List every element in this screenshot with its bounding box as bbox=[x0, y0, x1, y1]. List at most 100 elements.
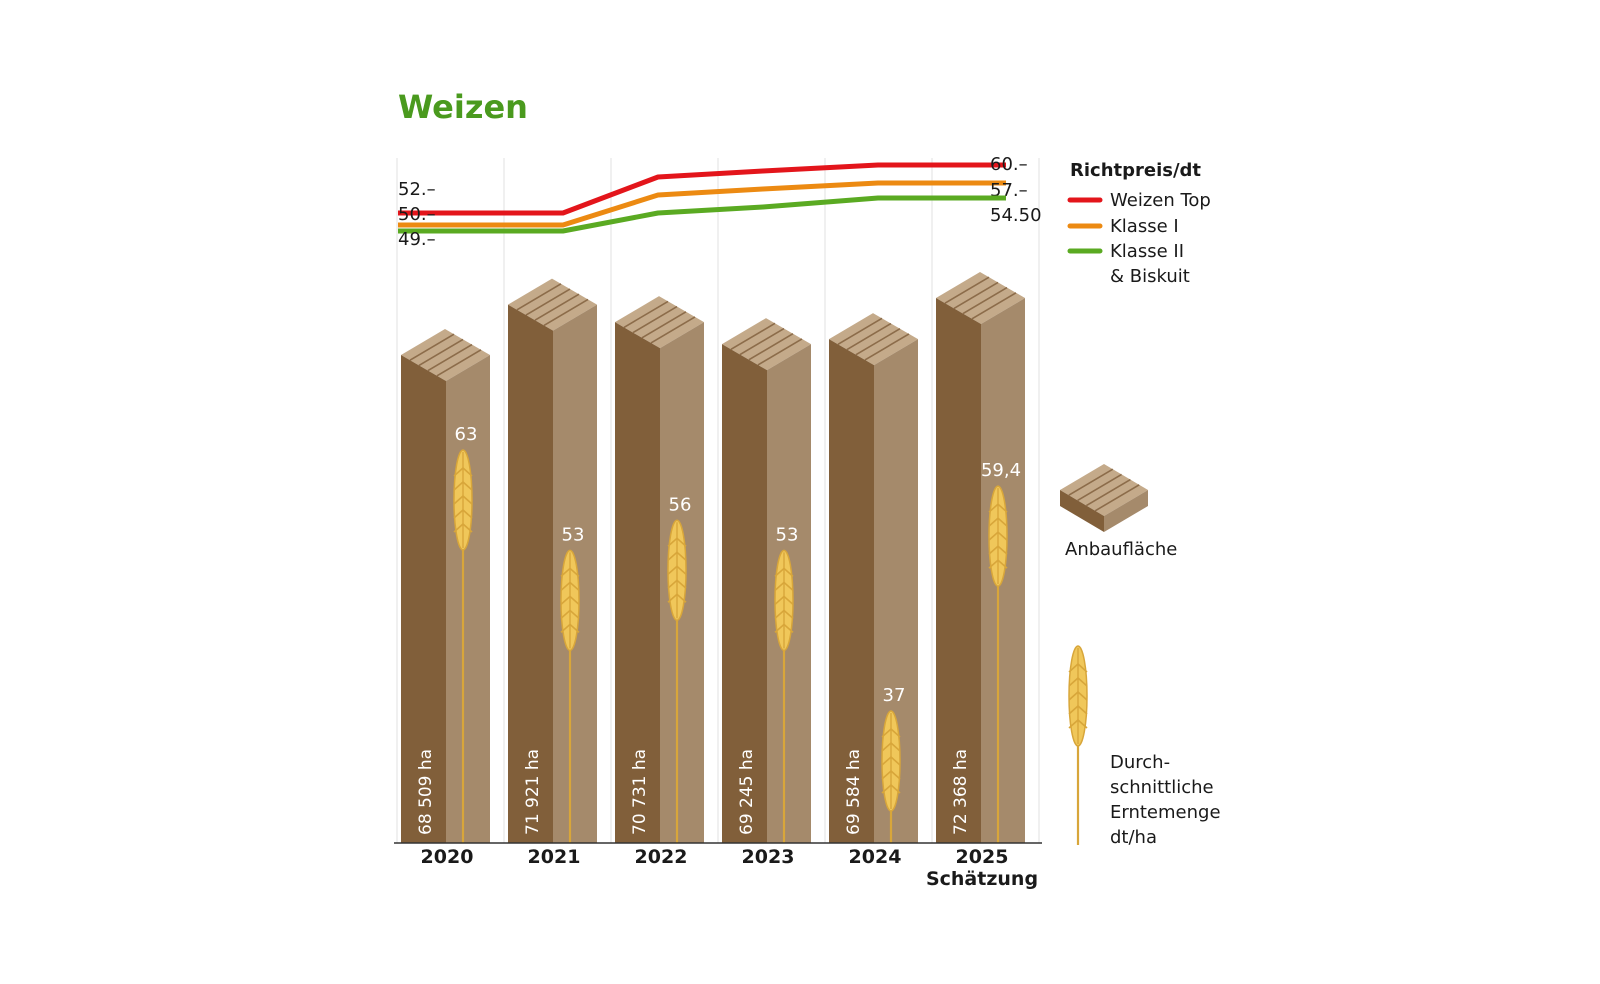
area-label: 68 509 ha bbox=[416, 749, 436, 835]
anbauflaeche-legend-icon bbox=[1060, 464, 1148, 532]
bar-top-stripe bbox=[516, 283, 562, 311]
bar-front bbox=[508, 304, 553, 843]
bar-top-stripe bbox=[953, 281, 999, 310]
price-end-label: 54.50 bbox=[990, 205, 1042, 226]
bar-top-stripe bbox=[962, 286, 1008, 315]
year-label: 2024 bbox=[849, 846, 902, 868]
bar-top-stripe bbox=[623, 300, 669, 329]
bar-top-stripe bbox=[409, 333, 455, 361]
tile-stripe bbox=[1068, 468, 1114, 496]
price-line bbox=[398, 180, 1006, 228]
bar-top-stripe bbox=[543, 298, 589, 327]
price-line bbox=[398, 162, 1006, 216]
bar-top-stripe bbox=[757, 338, 803, 366]
year-label: 2022 bbox=[635, 846, 688, 868]
bar-top bbox=[401, 329, 490, 381]
bar-top-stripe bbox=[971, 292, 1017, 320]
anbauflaeche-legend-label: Anbaufläche bbox=[1065, 539, 1177, 560]
erntemenge-legend-label: dt/ha bbox=[1110, 827, 1157, 848]
tile-front bbox=[1060, 490, 1104, 532]
area-label: 69 584 ha bbox=[844, 749, 864, 835]
wheat-ear-icon bbox=[453, 449, 473, 551]
bar-2021: 71 921 ha 53 bbox=[508, 278, 597, 843]
tile-side bbox=[1104, 490, 1148, 532]
bar-top bbox=[722, 318, 811, 371]
tile-stripe bbox=[1094, 484, 1140, 512]
bar-top bbox=[615, 296, 704, 349]
erntemenge-legend-label: Durch- bbox=[1110, 752, 1170, 773]
bar-front bbox=[936, 298, 981, 843]
bar-top-stripe bbox=[730, 322, 776, 351]
bar-top-stripe bbox=[837, 317, 883, 346]
bar-top-stripe bbox=[525, 288, 571, 316]
wheat-ear-icon bbox=[988, 485, 1008, 587]
gridlines bbox=[396, 158, 1040, 843]
yield-label: 53 bbox=[776, 524, 799, 545]
legend-label: Klasse I bbox=[1110, 216, 1179, 237]
bar-top-stripe bbox=[846, 322, 892, 351]
wheat-ear-icon bbox=[774, 549, 794, 652]
bar-top-stripe bbox=[855, 328, 901, 356]
bar-top-stripe bbox=[436, 349, 482, 377]
area-label: 71 921 ha bbox=[523, 749, 543, 835]
legend-label: Klasse II bbox=[1110, 241, 1184, 262]
bars: 68 509 ha 63 71 921 ha 53 70 731 ha 56 69 245 … bbox=[401, 272, 1025, 843]
bar-top-stripe bbox=[748, 333, 794, 361]
year-label: 2021 bbox=[528, 846, 581, 868]
yield-label: 59,4 bbox=[981, 460, 1021, 481]
bar-front bbox=[615, 322, 660, 843]
bar-2024: 69 584 ha 37 bbox=[829, 313, 918, 843]
bar-top-stripe bbox=[641, 311, 687, 339]
tile-stripe bbox=[1085, 478, 1131, 507]
bar-top bbox=[936, 272, 1025, 324]
yield-label: 63 bbox=[455, 424, 478, 445]
wheat-ear-icon bbox=[1068, 645, 1088, 747]
year-label: 2023 bbox=[742, 846, 795, 868]
price-start-label: 49.– bbox=[398, 229, 436, 250]
bar-top-stripe bbox=[427, 343, 473, 372]
bar-front bbox=[829, 339, 874, 843]
legend: Richtpreis/dt Weizen Top Klasse I Klasse II… bbox=[1060, 160, 1221, 848]
bar-top-stripe bbox=[534, 293, 580, 321]
price-lines: 52.–60.–50.–57.–49.–54.50 bbox=[398, 154, 1042, 250]
legend-label: Weizen Top bbox=[1110, 190, 1211, 211]
area-label: 70 731 ha bbox=[630, 749, 650, 835]
bar-2023: 69 245 ha 53 bbox=[722, 318, 811, 843]
bar-top bbox=[508, 278, 597, 331]
erntemenge-legend-label: schnittliche bbox=[1110, 777, 1214, 798]
chart-title: Weizen bbox=[398, 88, 528, 126]
tile-stripe bbox=[1077, 473, 1123, 502]
year-label: 2025 bbox=[956, 846, 1009, 868]
legend-label: & Biskuit bbox=[1110, 266, 1190, 287]
bar-top-stripe bbox=[418, 338, 464, 367]
area-label: 72 368 ha bbox=[951, 749, 971, 835]
wheat-ear-icon bbox=[560, 549, 580, 652]
erntemenge-legend-label: Erntemenge bbox=[1110, 802, 1221, 823]
bar-top-stripe bbox=[650, 316, 696, 344]
bar-top-stripe bbox=[632, 305, 678, 334]
price-start-label: 50.– bbox=[398, 204, 436, 225]
price-line bbox=[398, 195, 1006, 234]
yield-label: 53 bbox=[562, 524, 585, 545]
yield-label: 56 bbox=[669, 494, 692, 515]
area-label: 69 245 ha bbox=[737, 749, 757, 835]
bar-2022: 70 731 ha 56 bbox=[615, 296, 704, 843]
bar-top bbox=[829, 313, 918, 366]
wheat-ear-icon bbox=[881, 710, 901, 812]
bar-front bbox=[722, 344, 767, 843]
wheat-ear-icon bbox=[667, 519, 687, 622]
price-end-label: 60.– bbox=[990, 154, 1028, 175]
legend-title: Richtpreis/dt bbox=[1070, 160, 1201, 181]
bar-top-stripe bbox=[864, 333, 910, 361]
bar-2020: 68 509 ha 63 bbox=[401, 329, 490, 843]
bar-side bbox=[874, 339, 918, 843]
yield-label: 37 bbox=[883, 685, 906, 706]
bar-top-stripe bbox=[739, 327, 785, 356]
bar-2025: 72 368 ha 59,4 bbox=[936, 272, 1025, 843]
bar-top-stripe bbox=[944, 276, 990, 304]
year-sublabel: Schätzung bbox=[926, 868, 1038, 890]
price-start-label: 52.– bbox=[398, 179, 436, 200]
bar-front bbox=[401, 355, 446, 843]
